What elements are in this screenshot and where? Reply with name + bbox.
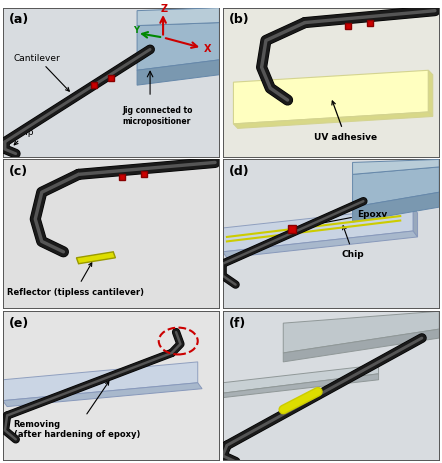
Polygon shape <box>76 252 115 264</box>
Polygon shape <box>3 362 198 401</box>
Text: (c): (c) <box>9 164 28 177</box>
Text: UV adhesive: UV adhesive <box>313 102 377 142</box>
Polygon shape <box>233 71 428 125</box>
Polygon shape <box>283 329 439 362</box>
Text: (d): (d) <box>229 164 250 177</box>
Polygon shape <box>353 160 439 175</box>
Text: Reflector (tipless cantilever): Reflector (tipless cantilever) <box>7 263 144 296</box>
Polygon shape <box>137 24 219 71</box>
Text: Y: Y <box>133 25 139 34</box>
Text: Tip: Tip <box>14 128 34 145</box>
Polygon shape <box>137 9 219 26</box>
Text: Removing
(after hardening of epoxy): Removing (after hardening of epoxy) <box>14 382 140 438</box>
Text: Cantilever: Cantilever <box>14 54 69 92</box>
Polygon shape <box>223 232 418 258</box>
Polygon shape <box>3 383 202 407</box>
Text: Epoxy: Epoxy <box>300 210 387 229</box>
Polygon shape <box>223 365 378 394</box>
Text: (a): (a) <box>9 13 30 26</box>
Text: Z: Z <box>161 4 168 13</box>
Text: Chip: Chip <box>342 226 364 259</box>
Polygon shape <box>428 71 433 117</box>
Polygon shape <box>233 113 433 129</box>
Polygon shape <box>353 168 439 208</box>
Text: Jig connected to
micropositioner: Jig connected to micropositioner <box>122 106 192 125</box>
Polygon shape <box>283 312 439 353</box>
Text: (b): (b) <box>229 13 250 26</box>
Polygon shape <box>223 208 413 252</box>
Text: (e): (e) <box>9 316 30 329</box>
Polygon shape <box>223 374 378 398</box>
Text: X: X <box>204 44 212 54</box>
Polygon shape <box>413 208 418 238</box>
Polygon shape <box>137 61 219 86</box>
Text: (f): (f) <box>229 316 246 329</box>
Polygon shape <box>353 193 439 223</box>
